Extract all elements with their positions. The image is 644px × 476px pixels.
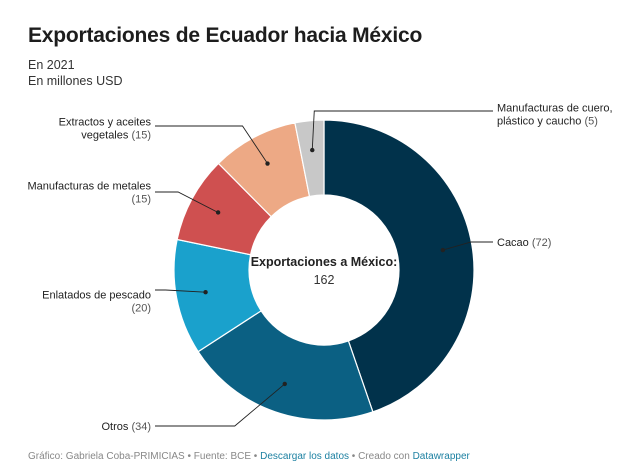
- leader-line: [155, 125, 268, 164]
- slice-label: Manufacturas de metales (15): [27, 181, 151, 206]
- leader-line: [155, 191, 219, 213]
- leader-dot: [440, 247, 446, 253]
- slice-label: Manufacturas de cuero, plástico y caucho …: [497, 103, 613, 128]
- center-total-value: 162: [314, 273, 335, 287]
- chart-title: Exportaciones de Ecuador hacia México: [28, 24, 423, 47]
- datawrapper-link[interactable]: Datawrapper: [412, 451, 470, 462]
- slice-1[interactable]: [323, 119, 475, 413]
- chart-subtitle-year: En 2021: [28, 58, 75, 72]
- download-data-link[interactable]: Descargar los datos: [260, 451, 350, 462]
- slice-label: Extractos y aceites vegetales (15): [59, 117, 152, 142]
- leader-line: [442, 241, 493, 251]
- slice-2[interactable]: [197, 309, 374, 421]
- slice-label: Otros (34): [101, 421, 151, 433]
- footer-created-with: • Creado con: [349, 451, 413, 462]
- leader-line: [155, 289, 206, 293]
- center-label: Exportaciones a México:: [251, 255, 398, 269]
- slice-label: Enlatados de pescado (20): [42, 290, 151, 315]
- footer-credits: Gráfico: Gabriela Coba-PRIMICIAS • Fuent…: [28, 451, 261, 462]
- chart-subtitle-units: En millones USD: [28, 74, 123, 88]
- slice-6[interactable]: [294, 119, 325, 198]
- chart-footer: Gráfico: Gabriela Coba-PRIMICIAS • Fuent…: [28, 451, 470, 462]
- leader-dot: [310, 147, 315, 153]
- leader-line: [155, 383, 286, 427]
- leader-line: [311, 110, 493, 151]
- slice-label: Cacao (72): [497, 237, 551, 249]
